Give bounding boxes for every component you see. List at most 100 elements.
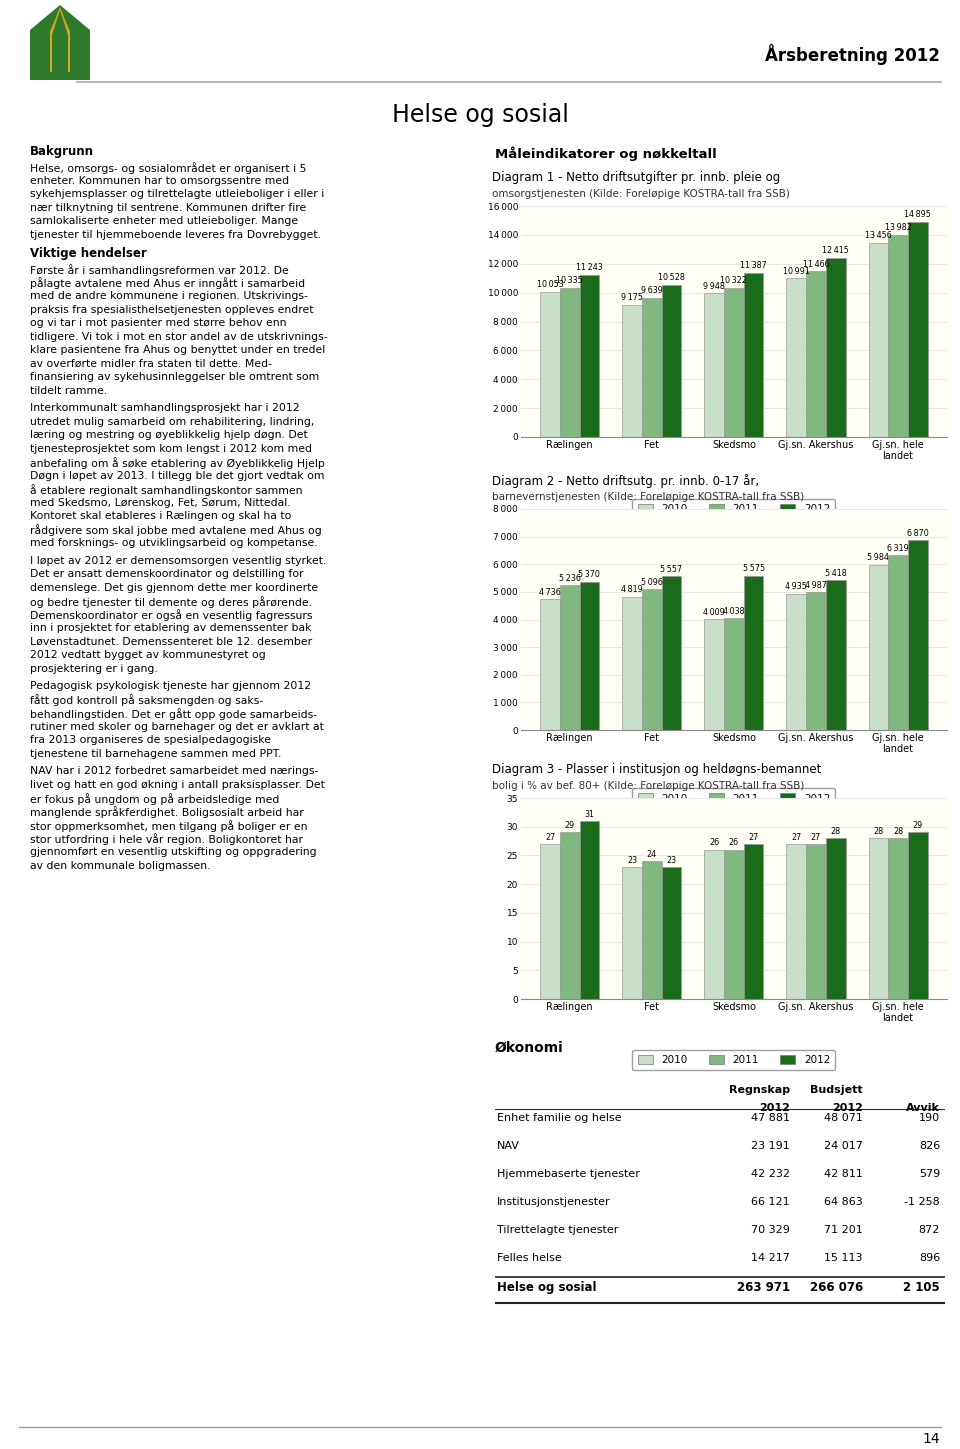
Text: 872: 872 xyxy=(919,1224,940,1235)
Text: å etablere regionalt samhandlingskontor sammen: å etablere regionalt samhandlingskontor … xyxy=(30,484,302,496)
Text: Helse og sosial: Helse og sosial xyxy=(392,103,568,128)
Text: Felles helse: Felles helse xyxy=(497,1253,562,1264)
Text: 23: 23 xyxy=(666,855,677,865)
Text: Pedagogisk psykologisk tjeneste har gjennom 2012: Pedagogisk psykologisk tjeneste har gjen… xyxy=(30,681,311,691)
Text: Budsjett: Budsjett xyxy=(810,1085,863,1095)
Bar xyxy=(869,565,888,730)
Text: 64 863: 64 863 xyxy=(825,1197,863,1207)
Text: 27: 27 xyxy=(749,833,758,842)
Bar xyxy=(622,867,642,998)
Text: med de andre kommunene i regionen. Utskrivings-: med de andre kommunene i regionen. Utskr… xyxy=(30,291,308,301)
Text: behandlingstiden. Det er gått opp gode samarbeids-: behandlingstiden. Det er gått opp gode s… xyxy=(30,709,317,720)
Bar xyxy=(724,288,744,438)
Text: 4 736: 4 736 xyxy=(540,587,561,597)
Text: tjenestene til barnehagene sammen med PPT.: tjenestene til barnehagene sammen med PP… xyxy=(30,749,281,758)
Text: 5 370: 5 370 xyxy=(579,569,600,580)
Text: 24: 24 xyxy=(647,849,657,859)
Text: demenslege. Det gis gjennom dette mer koordinerte: demenslege. Det gis gjennom dette mer ko… xyxy=(30,582,318,593)
Text: med forsknings- og utviklingsarbeid og kompetanse.: med forsknings- og utviklingsarbeid og k… xyxy=(30,538,318,548)
Text: utredet mulig samarbeid om rehabilitering, lindring,: utredet mulig samarbeid om rehabiliterin… xyxy=(30,416,314,426)
Bar xyxy=(642,298,661,438)
Text: -1 258: -1 258 xyxy=(904,1197,940,1207)
Bar xyxy=(724,849,744,998)
Text: Hjemmebaserte tjenester: Hjemmebaserte tjenester xyxy=(497,1169,640,1179)
Text: tildelt ramme.: tildelt ramme. xyxy=(30,385,108,396)
Text: Institusjonstjenester: Institusjonstjenester xyxy=(497,1197,611,1207)
Text: 4 935: 4 935 xyxy=(785,582,807,591)
Text: rådgivere som skal jobbe med avtalene med Ahus og: rådgivere som skal jobbe med avtalene me… xyxy=(30,525,322,536)
Text: 826: 826 xyxy=(919,1140,940,1151)
Text: 263 971: 263 971 xyxy=(737,1281,790,1294)
Bar xyxy=(826,581,846,730)
Bar xyxy=(705,619,724,730)
Text: 28: 28 xyxy=(874,827,883,836)
Text: prosjektering er i gang.: prosjektering er i gang. xyxy=(30,664,157,674)
Text: anbefaling om å søke etablering av Øyeblikkelig Hjelp: anbefaling om å søke etablering av Øyebl… xyxy=(30,456,324,469)
Text: klare pasientene fra Ahus og benyttet under en tredel: klare pasientene fra Ahus og benyttet un… xyxy=(30,345,325,355)
Text: Bakgrunn: Bakgrunn xyxy=(30,145,94,158)
Text: bolig i % av bef. 80+ (Kilde: Foreløpige KOSTRA-tall fra SSB): bolig i % av bef. 80+ (Kilde: Foreløpige… xyxy=(492,781,804,791)
Text: nær tilknytning til sentrene. Kommunen drifter fire: nær tilknytning til sentrene. Kommunen d… xyxy=(30,203,306,213)
Text: 5 096: 5 096 xyxy=(641,578,662,587)
Text: 579: 579 xyxy=(919,1169,940,1179)
Text: manglende språkferdighet. Boligsosialt arbeid har: manglende språkferdighet. Boligsosialt a… xyxy=(30,807,303,819)
Text: gjennomført en vesentlig utskifting og oppgradering: gjennomført en vesentlig utskifting og o… xyxy=(30,848,317,856)
Legend: 2010, 2011, 2012: 2010, 2011, 2012 xyxy=(633,788,835,809)
Text: og vi tar i mot pasienter med større behov enn: og vi tar i mot pasienter med større beh… xyxy=(30,317,286,327)
Text: og bedre tjenester til demente og deres pårørende.: og bedre tjenester til demente og deres … xyxy=(30,596,312,609)
Text: er fokus på ungdom og på arbeidsledige med: er fokus på ungdom og på arbeidsledige m… xyxy=(30,793,279,804)
Text: 71 201: 71 201 xyxy=(825,1224,863,1235)
Text: 6 319: 6 319 xyxy=(887,543,909,552)
Text: Regnskap: Regnskap xyxy=(729,1085,790,1095)
Text: 4 038: 4 038 xyxy=(723,607,745,616)
Bar xyxy=(724,619,744,730)
Bar xyxy=(908,540,927,730)
Text: Viktige hendelser: Viktige hendelser xyxy=(30,246,147,259)
Bar xyxy=(622,597,642,730)
Text: 11 466: 11 466 xyxy=(803,259,829,268)
Text: 23 191: 23 191 xyxy=(752,1140,790,1151)
Text: 10 991: 10 991 xyxy=(782,267,809,275)
Text: 27: 27 xyxy=(545,833,555,842)
Text: 13 982: 13 982 xyxy=(884,223,911,232)
Bar xyxy=(560,585,580,730)
Text: Interkommunalt samhandlingsprosjekt har i 2012: Interkommunalt samhandlingsprosjekt har … xyxy=(30,403,300,413)
Text: 896: 896 xyxy=(919,1253,940,1264)
Text: samlokaliserte enheter med utleieboliger. Mange: samlokaliserte enheter med utleieboliger… xyxy=(30,216,299,226)
Text: stor oppmerksomhet, men tilgang på boliger er en: stor oppmerksomhet, men tilgang på bolig… xyxy=(30,820,307,832)
Text: 29: 29 xyxy=(564,822,575,830)
Text: 2012 vedtatt bygget av kommunestyret og: 2012 vedtatt bygget av kommunestyret og xyxy=(30,651,266,659)
Bar xyxy=(580,275,599,438)
Text: 14 895: 14 895 xyxy=(904,210,931,219)
Bar xyxy=(560,288,580,438)
Text: barnevernstjenesten (Kilde: Foreløpige KOSTRA-tall fra SSB): barnevernstjenesten (Kilde: Foreløpige K… xyxy=(492,491,804,501)
Text: Diagram 3 - Plasser i institusjon og heldøgns-bemannet: Diagram 3 - Plasser i institusjon og hel… xyxy=(492,762,822,775)
Bar xyxy=(580,581,599,730)
Bar xyxy=(908,222,927,438)
Text: sykehjemsplasser og tilrettelagte utleieboliger i eller i: sykehjemsplasser og tilrettelagte utleie… xyxy=(30,188,324,199)
Text: læring og mestring og øyeblikkelig hjelp døgn. Det: læring og mestring og øyeblikkelig hjelp… xyxy=(30,430,308,440)
Text: 9 948: 9 948 xyxy=(704,281,725,291)
Text: 5 575: 5 575 xyxy=(742,564,765,574)
Bar xyxy=(888,838,908,998)
Bar xyxy=(908,833,927,998)
Text: 28: 28 xyxy=(893,827,903,836)
Text: livet og hatt en god økning i antall praksisplasser. Det: livet og hatt en god økning i antall pra… xyxy=(30,780,324,790)
Legend: 2010, 2011, 2012: 2010, 2011, 2012 xyxy=(633,1049,835,1071)
Text: NAV: NAV xyxy=(497,1140,520,1151)
Text: 29: 29 xyxy=(913,822,923,830)
Bar xyxy=(622,304,642,438)
Text: omsorgstjenesten (Kilde: Foreløpige KOSTRA-tall fra SSB): omsorgstjenesten (Kilde: Foreløpige KOST… xyxy=(492,188,790,199)
Text: Diagram 1 - Netto driftsutgifter pr. innb. pleie og: Diagram 1 - Netto driftsutgifter pr. inn… xyxy=(492,171,780,184)
Text: Enhet familie og helse: Enhet familie og helse xyxy=(497,1113,622,1123)
Text: stor utfordring i hele vår region. Boligkontoret har: stor utfordring i hele vår region. Bolig… xyxy=(30,833,303,845)
Text: 47 881: 47 881 xyxy=(751,1113,790,1123)
Text: 70 329: 70 329 xyxy=(751,1224,790,1235)
Bar xyxy=(869,838,888,998)
Bar xyxy=(661,285,682,438)
Text: av overførte midler fra staten til dette. Med-: av overførte midler fra staten til dette… xyxy=(30,358,272,368)
Text: Løvenstadtunet. Demenssenteret ble 12. desember: Løvenstadtunet. Demenssenteret ble 12. d… xyxy=(30,636,312,646)
Bar xyxy=(580,822,599,998)
Text: 31: 31 xyxy=(585,810,594,819)
Text: Kontoret skal etableres i Rælingen og skal ha to: Kontoret skal etableres i Rælingen og sk… xyxy=(30,511,292,522)
